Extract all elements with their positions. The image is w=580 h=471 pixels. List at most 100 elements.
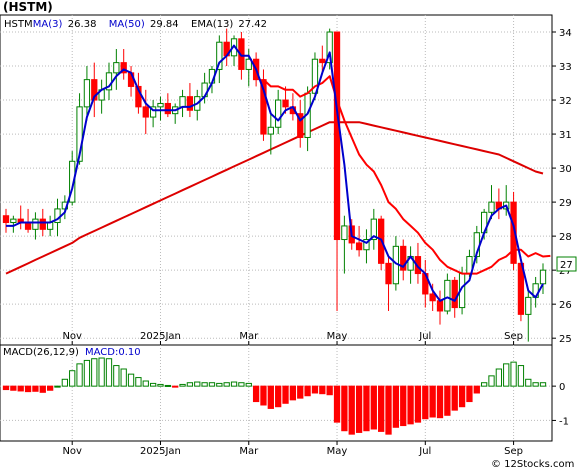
price-x-tick-label: Jul — [418, 331, 431, 342]
price-x-tick-label: Mar — [239, 331, 259, 342]
ma50-series-line — [5, 121, 544, 275]
macd-bar — [32, 385, 39, 392]
macd-bar — [525, 378, 532, 387]
price-x-tick-label: 2025Jan — [140, 331, 181, 342]
macd-bar — [201, 382, 208, 387]
macd-bar — [289, 385, 297, 401]
candle-body — [83, 79, 91, 108]
macd-bar — [267, 385, 274, 409]
candle-body — [275, 99, 282, 128]
macd-bar — [179, 383, 186, 387]
macd-bar — [275, 385, 282, 408]
price-y-tick-label: 34 — [559, 28, 572, 39]
macd-label: MACD(26,12,9) — [3, 347, 79, 358]
macd-x-tick-label: Jul — [418, 446, 431, 457]
macd-bar — [370, 385, 377, 430]
macd-bar — [230, 381, 238, 387]
candle-body — [525, 296, 532, 315]
macd-y-tick-label: 0 — [559, 382, 565, 393]
candle-body — [539, 269, 547, 285]
macd-bar — [488, 375, 495, 387]
macd-x-axis: Nov 2025Jan Mar May Jul Sep — [62, 441, 523, 457]
macd-bar — [400, 385, 407, 427]
macd-bar — [422, 385, 429, 420]
macd-bar — [157, 383, 164, 387]
candle-body — [400, 245, 407, 271]
macd-bar — [429, 385, 436, 418]
macd-bar — [186, 382, 194, 387]
macd-bar — [363, 385, 370, 432]
macd-bar — [76, 363, 83, 387]
price-x-tick-label: Sep — [504, 331, 523, 342]
candle-body — [429, 293, 436, 302]
price-x-axis: Nov 2025Jan Mar May Jul Sep — [62, 331, 523, 345]
macd-bar — [458, 385, 466, 408]
macd-bar — [510, 361, 517, 387]
macd-x-tick-label: May — [327, 446, 348, 457]
macd-bar — [473, 385, 480, 394]
price-y-tick-label: 29 — [559, 198, 572, 209]
macd-bar — [46, 385, 54, 391]
macd-bar — [24, 385, 32, 393]
ema13-line — [262, 75, 551, 275]
macd-panel: -1 0 MACD(26,12,9) MACD:0.10 — [0, 344, 569, 442]
last-price-label: 27 — [560, 260, 573, 271]
macd-y-axis: -1 0 — [552, 382, 569, 427]
macd-bar — [127, 373, 135, 387]
candle-body — [69, 160, 76, 203]
candle-body — [142, 106, 149, 118]
candle-body — [179, 96, 186, 108]
candle-body — [444, 279, 451, 312]
candle-body — [164, 102, 171, 115]
price-y-tick-label: 31 — [559, 130, 572, 141]
price-y-tick-label: 26 — [559, 300, 572, 311]
watermark: © 12Stocks.com — [491, 459, 574, 470]
candle-body — [2, 215, 10, 224]
price-x-tick-label: May — [327, 331, 348, 342]
candle-body — [46, 222, 54, 230]
candle-body — [341, 225, 348, 241]
candle-body — [245, 58, 252, 70]
price-y-tick-label: 27 — [559, 266, 572, 277]
macd-bar — [17, 385, 24, 392]
candle-body — [370, 218, 377, 241]
macd-bar — [333, 385, 341, 423]
macd-bar — [223, 382, 230, 387]
macd-bar — [503, 363, 510, 387]
macd-bar — [216, 382, 223, 387]
macd-bar — [98, 357, 105, 387]
legend-indicator-value: 27.42 — [238, 19, 267, 30]
candle-body — [363, 239, 370, 251]
macd-bar — [385, 385, 392, 435]
macd-bar — [164, 384, 171, 387]
legend-indicator-label: MA(3) — [33, 19, 63, 30]
macd-bar — [466, 385, 473, 403]
macd-bar — [39, 385, 46, 393]
macd-bar — [113, 365, 120, 387]
candle-body — [157, 102, 164, 108]
candle-body — [282, 99, 289, 108]
candle-body — [113, 62, 120, 74]
candle-body — [297, 113, 304, 138]
candle-body — [326, 31, 333, 64]
candle-body — [510, 201, 517, 264]
price-x-tick-label: Nov — [62, 331, 82, 342]
macd-x-tick-label: Mar — [239, 446, 259, 457]
price-panel: 25 26 27 28 29 30 31 32 33 34 Nov 2025Jan Mar May Jul… — [0, 14, 577, 346]
price-y-tick-label: 25 — [559, 334, 572, 345]
macd-value-label: MACD:0.10 — [85, 347, 141, 358]
price-plot-area — [0, 14, 553, 346]
candle-body — [149, 106, 157, 118]
macd-bar — [304, 385, 311, 397]
candle-body — [355, 242, 363, 251]
macd-bar — [194, 381, 201, 387]
chart-title: (HSTM) — [3, 0, 53, 14]
macd-bar — [414, 385, 422, 423]
price-y-axis: 25 26 27 28 29 30 31 32 33 34 — [552, 28, 572, 345]
macd-bar — [444, 385, 451, 416]
macd-bar — [83, 359, 91, 387]
macd-bar — [142, 380, 149, 387]
candle-body — [216, 41, 223, 70]
macd-bar — [120, 368, 127, 387]
macd-bar — [135, 377, 142, 387]
